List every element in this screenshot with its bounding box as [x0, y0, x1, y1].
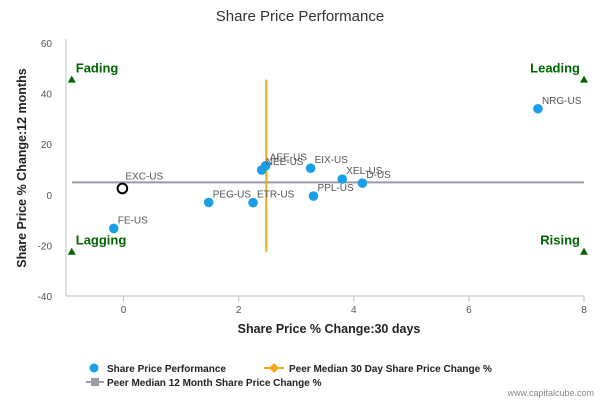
data-point-fe-us [108, 223, 119, 234]
credit-text: www.capitalcube.com [506, 388, 594, 398]
quadrant-label-lagging: Lagging [76, 233, 127, 248]
legend-item-median-12m[interactable]: Peer Median 12 Month Share Price Change … [86, 378, 322, 389]
data-point-d-us [357, 178, 368, 188]
point-label-aee-us: AEE-US [270, 153, 308, 164]
quadrant-label-leading: Leading [530, 61, 580, 76]
legend-points-marker [89, 363, 99, 373]
highlight-point-exc-us [116, 182, 129, 195]
quadrant-marker-rising [580, 247, 588, 255]
y-tick-label: 60 [41, 39, 53, 50]
y-tick-label: 0 [46, 191, 52, 202]
x-tick-label: 2 [236, 305, 242, 316]
quadrant-marker-fading [67, 75, 76, 83]
x-tick-label: 4 [351, 305, 357, 316]
point-label-xel-us: XEL-US [346, 166, 382, 177]
data-point-ppl-us [308, 191, 319, 201]
data-point-peg-us [203, 197, 214, 208]
point-label-d-us: D-US [366, 170, 391, 181]
y-tick-label: -40 [38, 292, 53, 303]
legend-item-median-30d[interactable]: Peer Median 30 Day Share Price Change % [264, 363, 492, 375]
point-label-etr-us: ETR-US [257, 190, 295, 201]
x-tick-label: 6 [466, 305, 472, 316]
quadrant-label-fading: Fading [76, 61, 119, 76]
point-label-fe-us: FE-US [118, 215, 148, 226]
point-label-exc-us: EXC-US [125, 171, 163, 182]
x-tick-label: 8 [581, 305, 587, 316]
point-label-eix-us: EIX-US [315, 155, 349, 166]
point-label-nee-us: NEE-US [266, 157, 304, 168]
data-point-nrg-us [533, 103, 543, 114]
plot-area: -40 -20 0 20 40 60 0 2 4 6 8 Fading Leading Lagging Ri… [38, 39, 588, 316]
point-label-ppl-us: PPL-US [317, 183, 353, 194]
point-label-peg-us: PEG-US [213, 189, 252, 200]
data-point-nee-us [256, 165, 267, 175]
legend-median-12m-marker [91, 378, 99, 386]
point-label-nrg-us: NRG-US [542, 96, 582, 107]
legend-median-30d-marker [269, 363, 279, 373]
legend-median-12m-label: Peer Median 12 Month Share Price Change … [107, 378, 322, 389]
legend-item-points[interactable]: Share Price Performance [89, 363, 227, 376]
quadrant-label-rising: Rising [540, 233, 580, 248]
x-tick-label: 0 [121, 305, 127, 316]
x-axis-title: Share Price % Change:30 days [238, 322, 421, 336]
y-tick-label: 40 [41, 90, 53, 101]
quadrant-marker-lagging [67, 247, 76, 255]
y-axis-title: Share Price % Change:12 months [15, 68, 29, 267]
quadrant-marker-leading [580, 75, 588, 83]
legend: Share Price Performance Peer Median 30 D… [86, 363, 492, 389]
y-tick-label: -20 [38, 241, 53, 252]
legend-points-label: Share Price Performance [107, 364, 226, 375]
data-point-etr-us [248, 197, 258, 208]
legend-median-30d-label: Peer Median 30 Day Share Price Change % [289, 364, 492, 375]
y-tick-label: 20 [41, 140, 53, 151]
chart-title: Share Price Performance [216, 8, 384, 25]
data-point-eix-us [305, 163, 316, 174]
data-point-xel-us [337, 174, 348, 184]
